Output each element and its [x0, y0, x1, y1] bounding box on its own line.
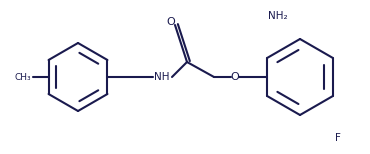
Text: O: O — [166, 17, 175, 27]
Text: O: O — [231, 72, 239, 82]
Text: CH₃: CH₃ — [15, 73, 31, 81]
Text: NH: NH — [154, 72, 170, 82]
Text: F: F — [335, 133, 341, 143]
Text: NH₂: NH₂ — [268, 11, 288, 21]
